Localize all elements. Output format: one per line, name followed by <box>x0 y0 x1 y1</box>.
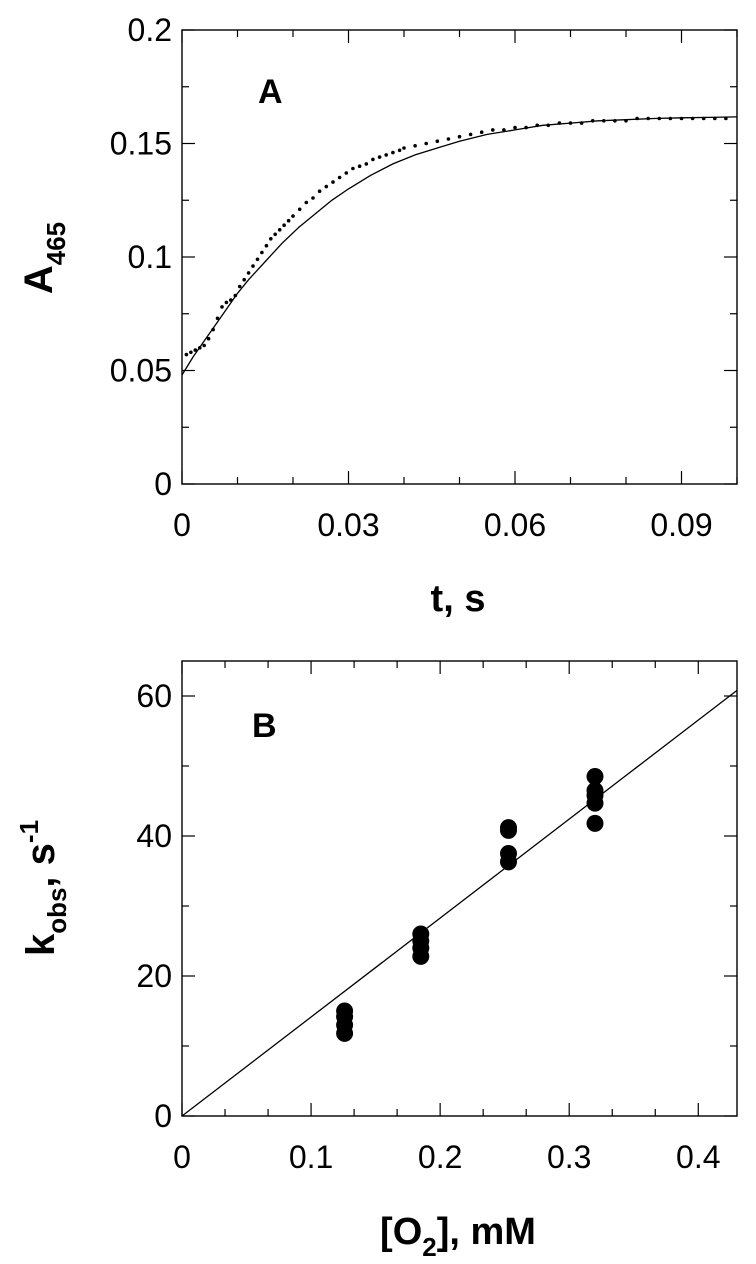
data-point-a <box>224 300 229 305</box>
y-tick-label-b: 60 <box>136 678 172 714</box>
data-point-a <box>297 207 302 212</box>
data-point-a <box>220 305 224 309</box>
data-point-a <box>391 150 395 155</box>
data-point-a <box>468 132 473 137</box>
data-point-a <box>479 130 484 134</box>
data-point-a <box>260 250 264 255</box>
x-axis-label-b: [O2], mM <box>380 1211 536 1262</box>
data-point-b <box>586 768 604 785</box>
data-point-a <box>435 139 440 143</box>
data-point-a <box>291 214 295 218</box>
panel-a: 0 0.03 0.06 0.09 0 0.05 0.1 0.15 0.2 At, s A465 <box>17 12 738 620</box>
data-point-a <box>277 228 282 232</box>
data-point-a <box>384 153 389 157</box>
y-tick-label-b: 40 <box>136 818 172 854</box>
data-point-a <box>377 155 382 159</box>
data-point-a <box>189 350 193 355</box>
data-point-a <box>273 232 278 237</box>
data-point-a <box>237 284 242 289</box>
y-axis-label-b: kobs, s-1 <box>14 820 72 956</box>
x-tick-label-b: 0 <box>173 1139 191 1175</box>
x-tick-label-a: 0.09 <box>650 507 712 543</box>
data-point-a <box>311 196 315 200</box>
fit-line-b <box>181 689 738 1117</box>
panel-label-b: B <box>252 707 277 745</box>
y-axis-label-a: A465 <box>17 222 71 294</box>
x-tick-label-a: 0 <box>173 507 191 543</box>
x-tick-label-a: 0.06 <box>484 507 546 543</box>
data-point-a <box>502 128 506 132</box>
data-point-a <box>424 141 429 146</box>
data-point-a <box>255 257 260 262</box>
y-tick-label-a: 0.2 <box>128 12 172 48</box>
fit-line-a <box>181 116 738 376</box>
data-point-a <box>286 218 291 223</box>
data-point-a <box>304 200 309 205</box>
data-point-a <box>324 184 329 189</box>
data-point-a <box>206 336 211 341</box>
data-point-b <box>336 1002 354 1020</box>
panel-b: 0 0.1 0.2 0.3 0.4 0 20 40 60 B [O2], mM kobs, s-1 <box>14 660 738 1262</box>
x-tick-label-b: 0.1 <box>289 1139 333 1175</box>
plot-frame-b <box>181 660 738 1117</box>
data-point-a <box>513 125 517 130</box>
x-tick-label-b: 0.3 <box>547 1139 591 1175</box>
data-point-a <box>491 128 495 132</box>
data-point-a <box>344 171 349 175</box>
y-tick-label-b: 20 <box>136 958 172 994</box>
data-point-a <box>413 144 417 148</box>
y-tick-label-a: 0.05 <box>110 353 172 389</box>
x-tick-label-b: 0.2 <box>418 1139 462 1175</box>
data-point-b <box>586 782 604 799</box>
data-point-a <box>402 146 406 150</box>
data-point-a <box>264 243 269 248</box>
data-point-a <box>242 277 246 282</box>
y-tick-label-a: 0 <box>154 466 172 502</box>
data-point-a <box>331 180 335 184</box>
y-tick-label-b: 0 <box>154 1098 172 1134</box>
x-axis-label-a: t, s <box>431 578 486 620</box>
x-tick-label-b: 0.4 <box>676 1139 720 1175</box>
panel-label-a: A <box>258 73 283 111</box>
data-point-b <box>586 814 604 832</box>
y-tick-label-a: 0.15 <box>110 126 172 162</box>
data-point-a <box>364 162 369 166</box>
data-point-a <box>337 175 342 180</box>
data-point-a <box>446 137 451 141</box>
data-point-a <box>317 189 322 193</box>
x-tick-label-a: 0.03 <box>317 507 379 543</box>
data-point-a <box>215 316 220 321</box>
y-tick-label-a: 0.1 <box>128 239 172 275</box>
data-point-a <box>357 164 362 168</box>
data-point-b <box>500 819 517 837</box>
data-point-a <box>193 348 198 352</box>
data-point-a <box>184 352 189 357</box>
data-point-a <box>457 134 462 139</box>
data-point-a <box>371 157 375 162</box>
data-point-a <box>282 223 286 227</box>
data-point-a <box>251 264 255 268</box>
data-point-a <box>202 343 206 348</box>
data-point-b <box>500 845 517 862</box>
data-point-a <box>246 271 251 275</box>
data-point-a <box>397 148 402 153</box>
data-point-a <box>351 166 355 171</box>
data-point-a <box>269 237 273 241</box>
